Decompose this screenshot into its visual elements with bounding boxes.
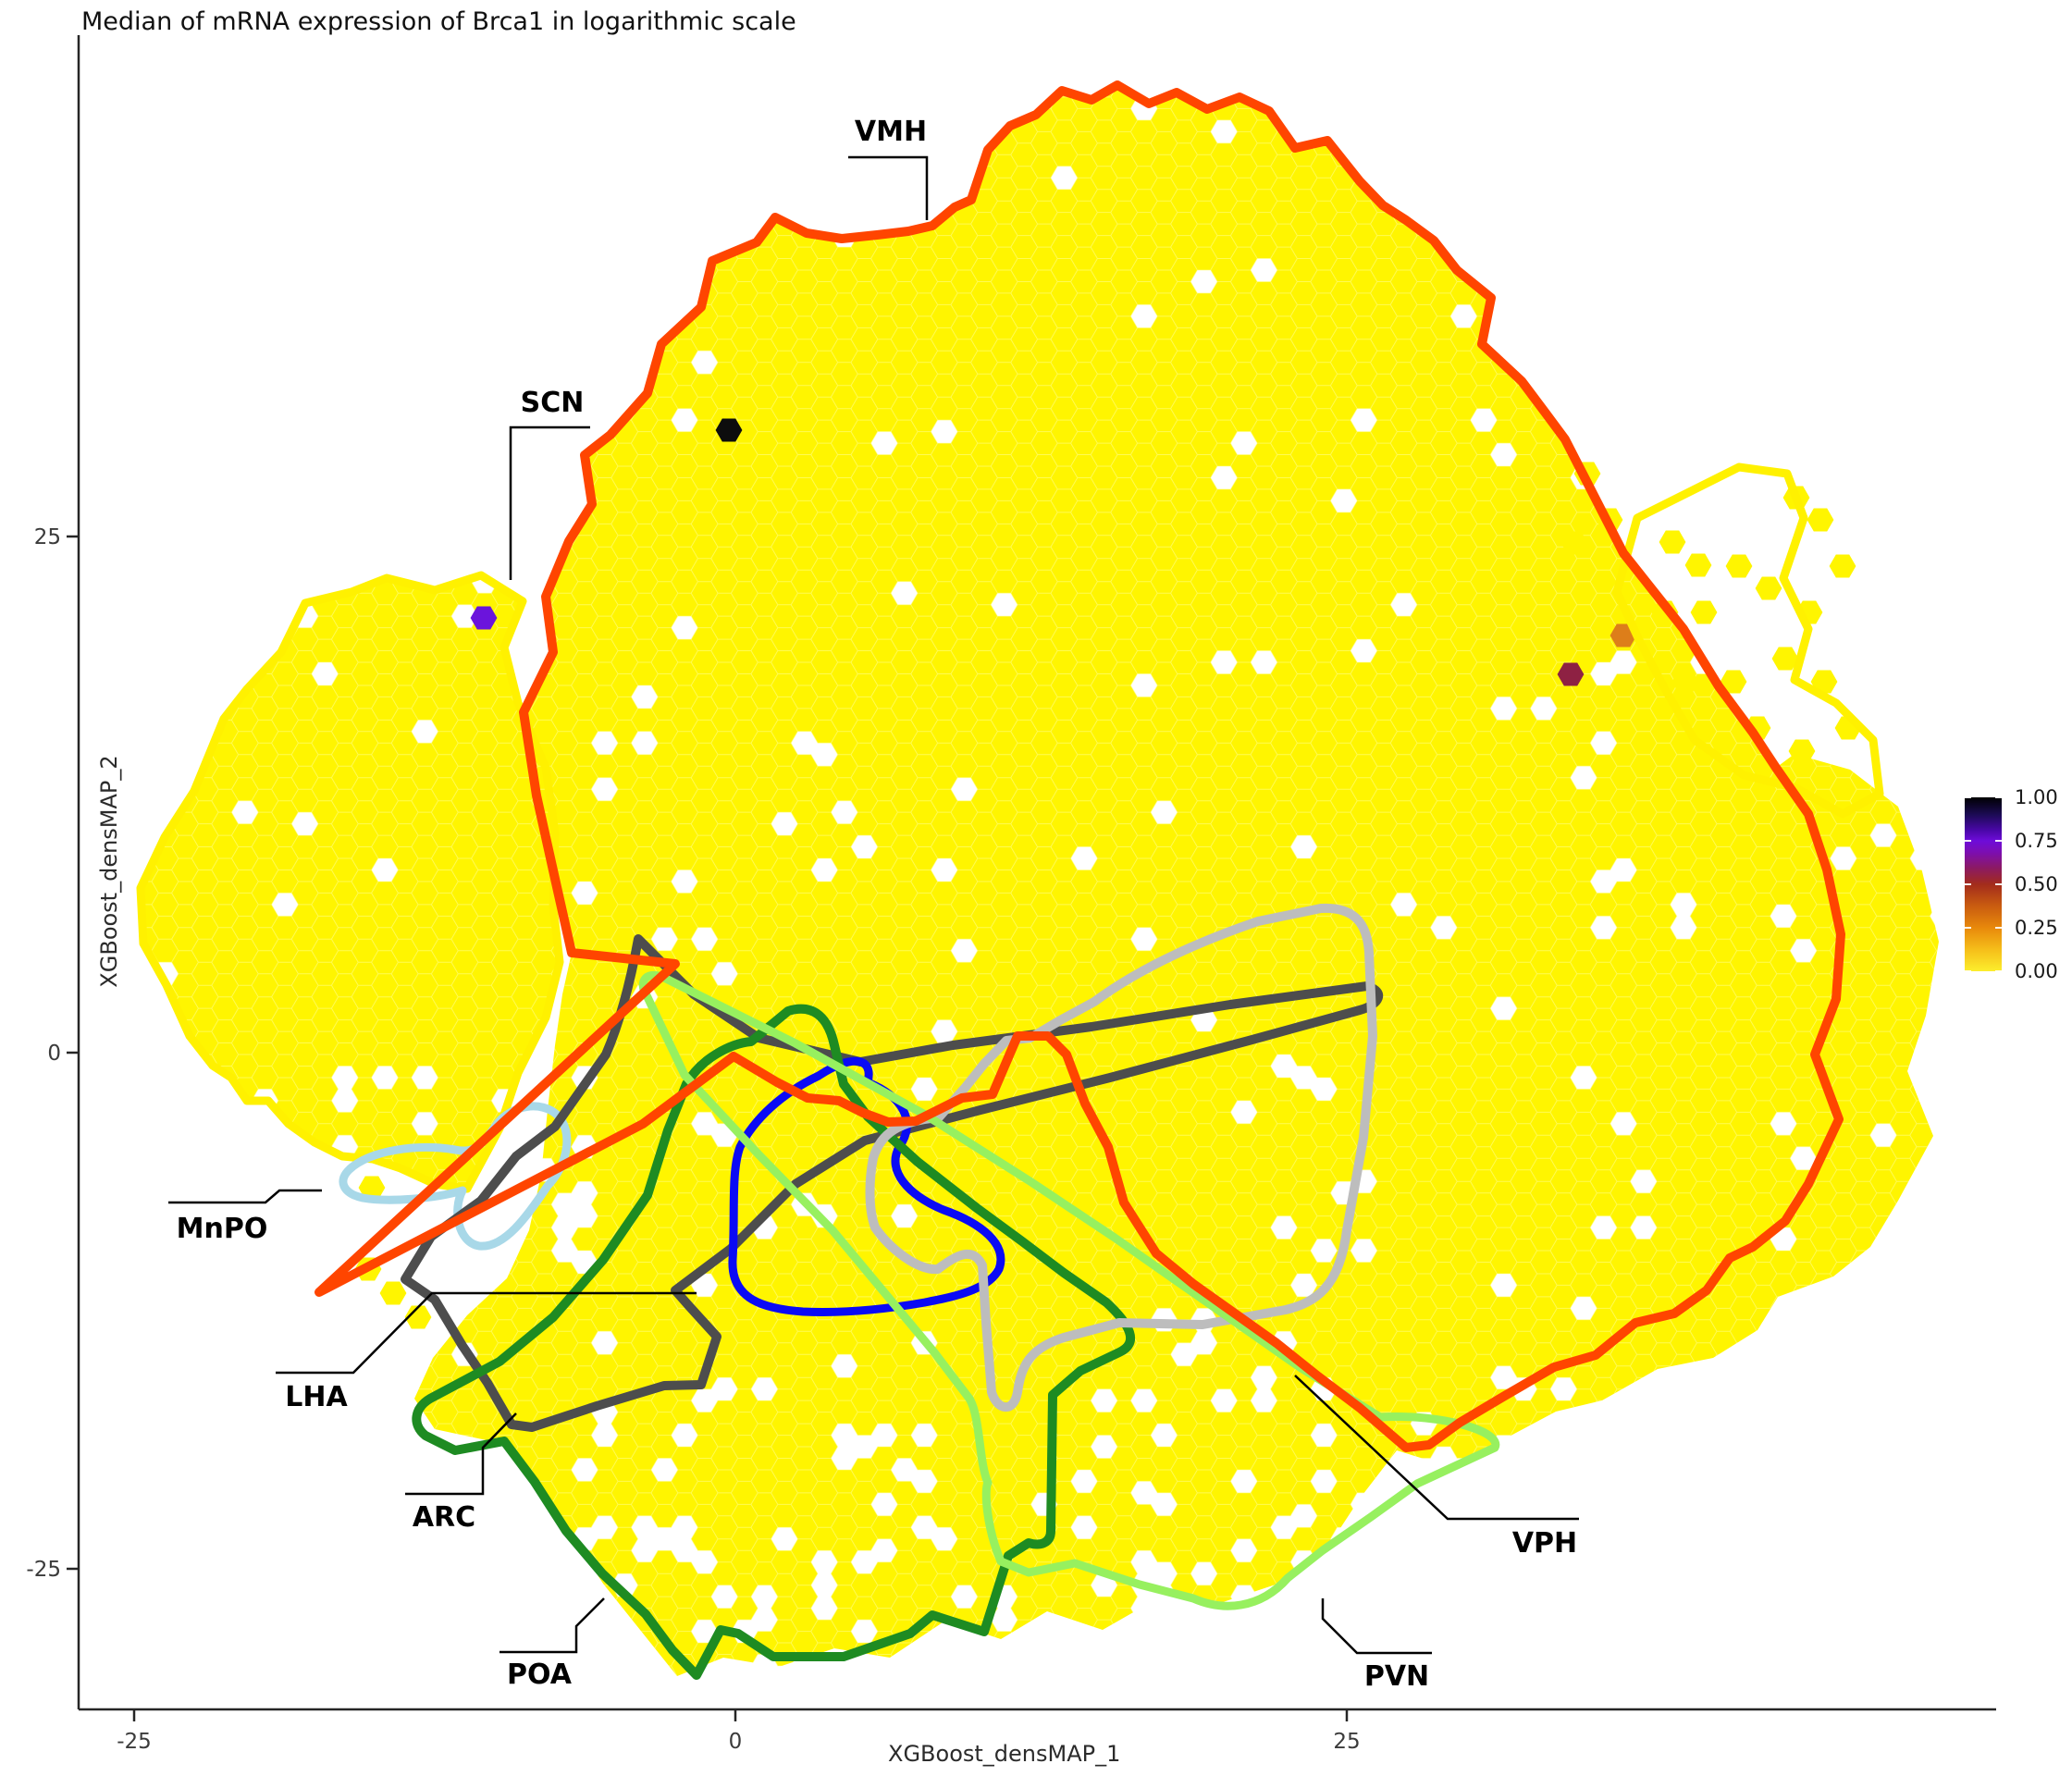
region-label-vmh: VMH bbox=[855, 116, 927, 148]
region-label-pvn: PVN bbox=[1364, 1660, 1429, 1693]
leader-line-scn bbox=[509, 426, 590, 580]
leader-line-pvn bbox=[1321, 1598, 1432, 1655]
colorbar-tick-label: 0.50 bbox=[2015, 873, 2058, 895]
y-tick-label: 25 bbox=[34, 525, 61, 549]
region-scn-outline bbox=[136, 462, 1884, 1193]
colorbar-tick-label: 1.00 bbox=[2015, 786, 2058, 808]
region-label-arc: ARC bbox=[413, 1501, 475, 1534]
leader-line-poa bbox=[500, 1597, 605, 1654]
purple-cell bbox=[470, 606, 498, 630]
region-label-lha: LHA bbox=[285, 1381, 348, 1413]
hexbin-field bbox=[141, 85, 1939, 1676]
plot-title: Median of mRNA expression of Brca1 in lo… bbox=[81, 7, 796, 36]
leader-line-mnpo bbox=[168, 1189, 322, 1204]
colorbar-tick-label: 0.00 bbox=[2015, 960, 2058, 982]
y-tick-label: -25 bbox=[26, 1558, 61, 1582]
colorbar-tick-label: 0.25 bbox=[2015, 917, 2058, 939]
high-expression-cell bbox=[715, 418, 743, 442]
region-vmh-outline bbox=[314, 80, 1845, 1452]
leader-line-arc bbox=[405, 1412, 517, 1496]
x-tick-label: 25 bbox=[1333, 1730, 1360, 1754]
region-label-vph: VPH bbox=[1512, 1527, 1577, 1560]
x-tick-label: -25 bbox=[117, 1730, 152, 1754]
region-label-scn: SCN bbox=[521, 387, 585, 419]
region-pvn-outline bbox=[638, 970, 1500, 1610]
region-mnpo-outline bbox=[339, 1102, 572, 1251]
maroon-cell bbox=[1557, 662, 1585, 686]
region-label-poa: POA bbox=[507, 1659, 573, 1691]
colorbar-tick-label: 0.75 bbox=[2015, 830, 2058, 852]
region-vph-outline bbox=[865, 903, 1377, 1412]
leader-line-vph bbox=[1294, 1375, 1579, 1521]
region-label-mnpo: MnPO bbox=[177, 1213, 268, 1245]
x-tick-label: 0 bbox=[729, 1730, 743, 1754]
y-tick-label: 0 bbox=[47, 1042, 61, 1066]
leader-line-vmh bbox=[848, 155, 929, 220]
region-poa-outline bbox=[412, 1004, 1136, 1680]
x-axis-title: XGBoost_densMAP_1 bbox=[888, 1741, 1121, 1767]
leader-line-lha bbox=[276, 1291, 697, 1375]
